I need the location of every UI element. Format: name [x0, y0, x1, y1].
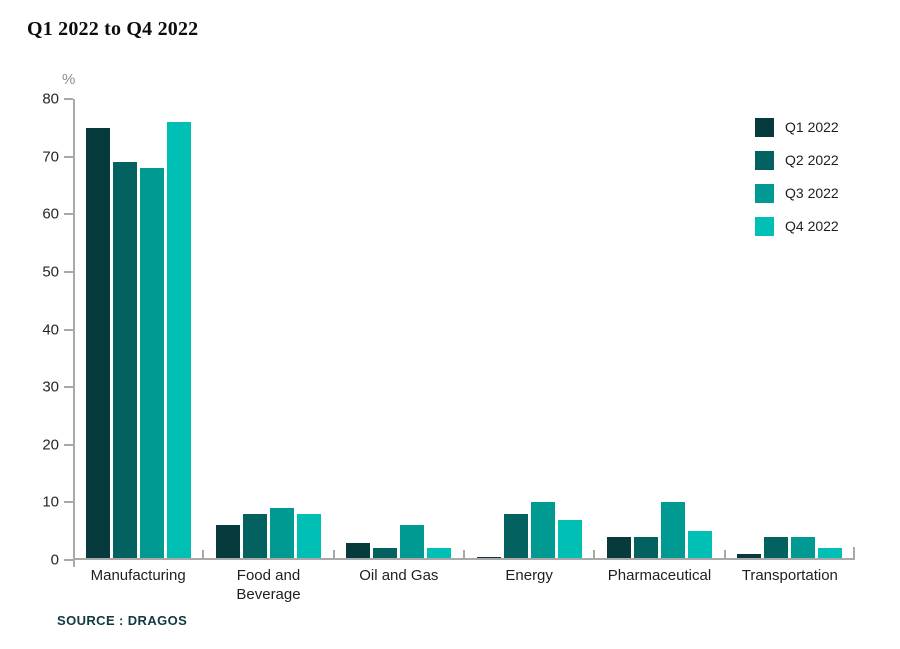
- bar: [660, 502, 685, 560]
- y-tick-label: 30: [42, 378, 59, 396]
- legend-label: Q1 2022: [785, 119, 839, 135]
- legend-item: Q4 2022: [755, 216, 839, 236]
- bar: [373, 548, 398, 560]
- bar: [346, 542, 371, 560]
- bar: [606, 536, 631, 560]
- bar: [530, 502, 555, 560]
- bar: [737, 554, 762, 560]
- category-label: Pharmaceutical: [607, 567, 712, 584]
- y-tick-label: 80: [42, 90, 59, 108]
- legend-swatch: [755, 183, 774, 203]
- bar: [112, 162, 137, 560]
- bar-group-energy: [464, 99, 594, 560]
- bar-group-transportation: [725, 99, 855, 560]
- y-axis-tick: [64, 443, 73, 446]
- x-axis-end-tick: [853, 547, 855, 560]
- y-axis-tick: [64, 213, 73, 216]
- bar: [503, 513, 528, 560]
- y-axis-tick: [64, 501, 73, 504]
- legend: Q1 2022 Q2 2022 Q3 2022 Q4 2022: [755, 117, 839, 249]
- legend-label: Q3 2022: [785, 185, 839, 201]
- legend-swatch: [755, 150, 774, 170]
- chart-title: Q1 2022 to Q4 2022: [27, 18, 199, 40]
- y-axis-line: [73, 99, 75, 567]
- bar: [269, 508, 294, 560]
- y-axis-tick: [64, 386, 73, 389]
- bar: [139, 168, 164, 560]
- bar: [427, 548, 452, 560]
- y-tick-label: 40: [42, 321, 59, 338]
- category-label: Energy: [505, 567, 553, 584]
- y-axis-unit-label: %: [62, 71, 76, 88]
- category-label: Food and Beverage: [236, 567, 301, 603]
- y-axis-tick: [64, 270, 73, 273]
- bar: [242, 513, 267, 560]
- bar: [818, 548, 843, 560]
- legend-item: Q1 2022: [755, 117, 839, 137]
- bar: [400, 525, 425, 560]
- bar: [557, 519, 582, 560]
- y-tick-label: 0: [50, 551, 59, 569]
- legend-label: Q2 2022: [785, 152, 839, 168]
- plot-area: % Manufacturing Food and Beverage Oil and …: [42, 71, 855, 603]
- group-separator-tick: [202, 550, 205, 560]
- category-label: Oil and Gas: [359, 567, 439, 584]
- bar-group-manufacturing: [73, 99, 203, 560]
- legend-swatch: [755, 117, 774, 137]
- legend-item: Q3 2022: [755, 183, 839, 203]
- bar-group-oil-and-gas: [334, 99, 464, 560]
- group-separator-tick: [332, 550, 335, 560]
- bar: [791, 536, 816, 560]
- y-axis-tick: [64, 328, 73, 331]
- bar-group-food-and-beverage: [203, 99, 333, 560]
- y-tick-label: 20: [42, 436, 59, 454]
- y-axis-tick: [64, 559, 73, 561]
- bar: [215, 525, 240, 560]
- legend-item: Q2 2022: [755, 150, 839, 170]
- y-tick-label: 70: [42, 148, 59, 166]
- bar: [764, 536, 789, 560]
- y-tick-label: 60: [42, 205, 59, 223]
- bar-group-pharmaceutical: [594, 99, 724, 560]
- legend-swatch: [755, 216, 774, 236]
- group-separator-tick: [723, 550, 726, 560]
- bar: [296, 513, 321, 560]
- y-tick-label: 50: [42, 263, 59, 281]
- bar: [687, 531, 712, 560]
- y-tick-label: 10: [42, 493, 59, 511]
- legend-label: Q4 2022: [785, 218, 839, 234]
- category-label: Manufacturing: [90, 567, 186, 584]
- group-separator-tick: [463, 550, 465, 560]
- y-axis-tick: [64, 98, 73, 100]
- source-label: SOURCE : DRAGOS: [57, 613, 188, 628]
- category-labels-row: Manufacturing Food and Beverage Oil and Ga…: [73, 567, 855, 605]
- bar: [85, 127, 110, 560]
- bar: [633, 536, 658, 560]
- bar-groups: [73, 99, 855, 560]
- bar: [166, 122, 191, 560]
- group-separator-tick: [593, 550, 596, 560]
- category-label: Transportation: [741, 567, 838, 584]
- y-axis-tick: [64, 155, 73, 158]
